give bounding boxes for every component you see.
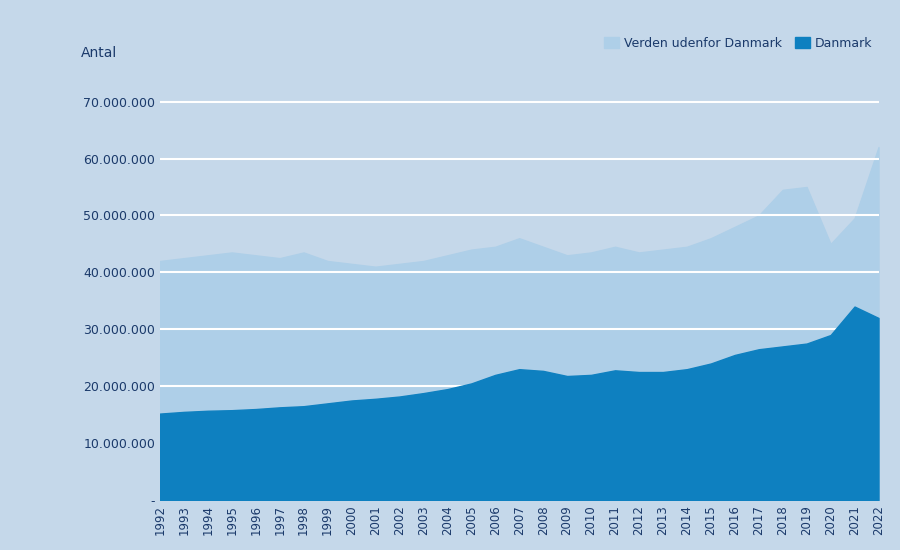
Legend: Verden udenfor Danmark, Danmark: Verden udenfor Danmark, Danmark (604, 37, 872, 50)
Y-axis label: Antal: Antal (81, 46, 117, 60)
